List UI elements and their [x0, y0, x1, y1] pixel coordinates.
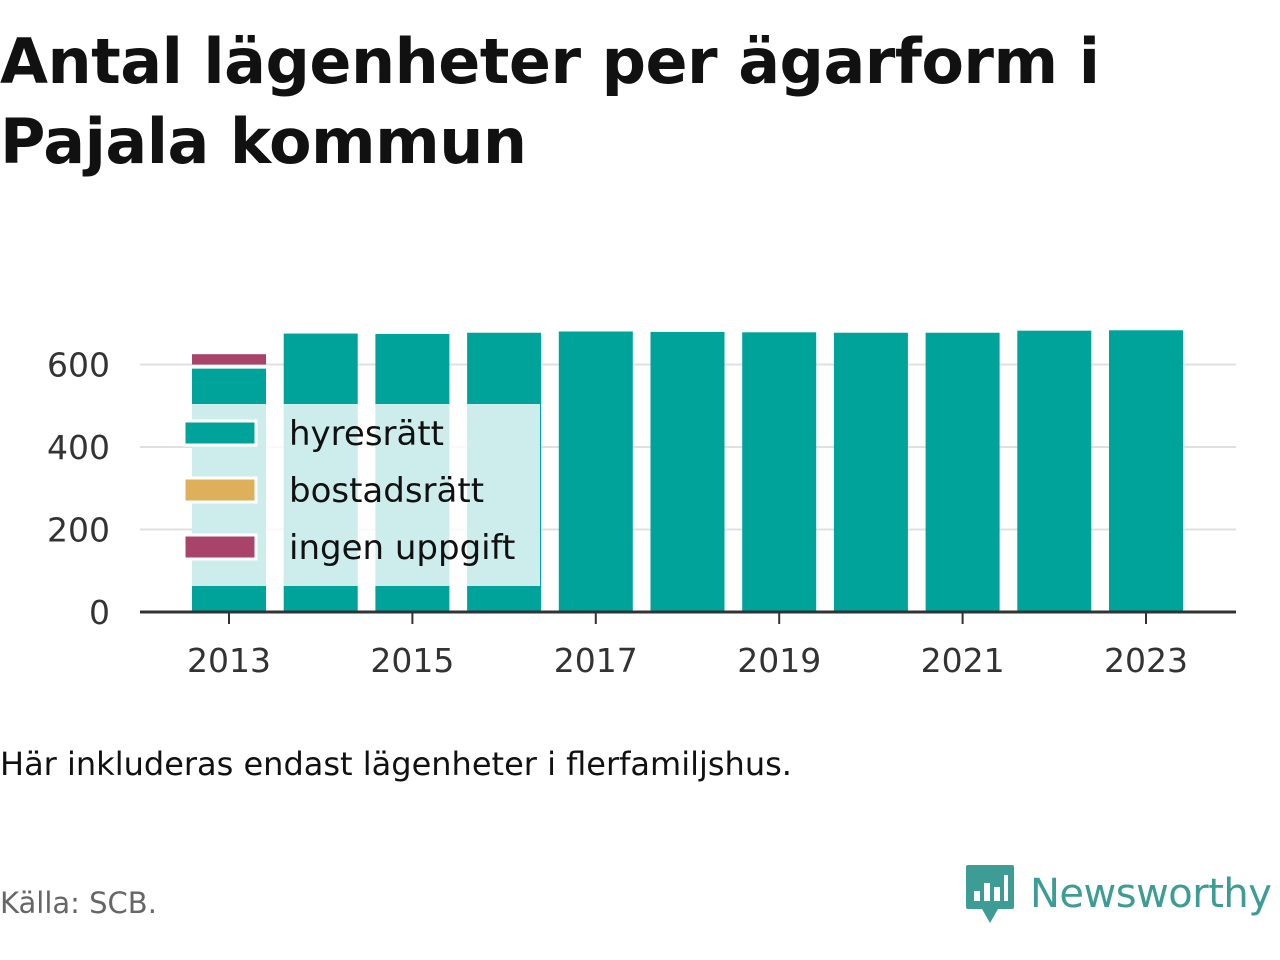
- x-tick-label: 2021: [921, 641, 1005, 680]
- legend-swatch: [182, 419, 258, 447]
- x-tick-label: 2019: [737, 641, 821, 680]
- bar-hyresrätt-2021: [925, 332, 1000, 612]
- brand-logo[interactable]: Newsworthy: [964, 862, 1272, 926]
- y-axis: 0 200 400 600: [47, 346, 110, 633]
- chart-title: Antal lägenheter per ägarform i Pajala k…: [0, 25, 1100, 178]
- source-text: Källa: SCB.: [0, 886, 157, 920]
- legend-label: bostadsrätt: [289, 471, 484, 511]
- bar-hyresrätt-2018: [650, 331, 725, 612]
- legend-swatch: [182, 476, 258, 504]
- x-axis: 2013 2015 2017 2019 2021 2023: [187, 612, 1188, 680]
- x-tick-label: 2017: [554, 641, 638, 680]
- brand-name: Newsworthy: [1030, 871, 1272, 917]
- y-tick-label: 0: [89, 593, 110, 632]
- x-tick-label: 2023: [1104, 641, 1188, 680]
- bar-hyresrätt-2020: [833, 332, 908, 612]
- legend-swatch: [182, 533, 258, 561]
- chart-note: Här inkluderas endast lägenheter i flerf…: [0, 745, 792, 783]
- legend: hyresrätt bostadsrätt ingen uppgift: [182, 404, 540, 586]
- bar-hyresrätt-2017: [558, 331, 633, 612]
- bar-hyresrätt-2023: [1109, 330, 1183, 612]
- y-tick-label: 200: [47, 511, 110, 550]
- x-tick-label: 2015: [370, 641, 454, 680]
- bar-hyresrätt-2022: [1017, 330, 1092, 612]
- bar-hyresrätt-2019: [742, 332, 817, 612]
- x-tick-label: 2013: [187, 641, 271, 680]
- legend-label: hyresrätt: [289, 414, 444, 454]
- y-tick-label: 600: [47, 346, 110, 385]
- bar-ingen-uppgift-2013: [192, 354, 266, 367]
- y-tick-label: 400: [47, 428, 110, 467]
- legend-label: ingen uppgift: [289, 528, 515, 568]
- newsworthy-logo-icon: [966, 865, 1014, 923]
